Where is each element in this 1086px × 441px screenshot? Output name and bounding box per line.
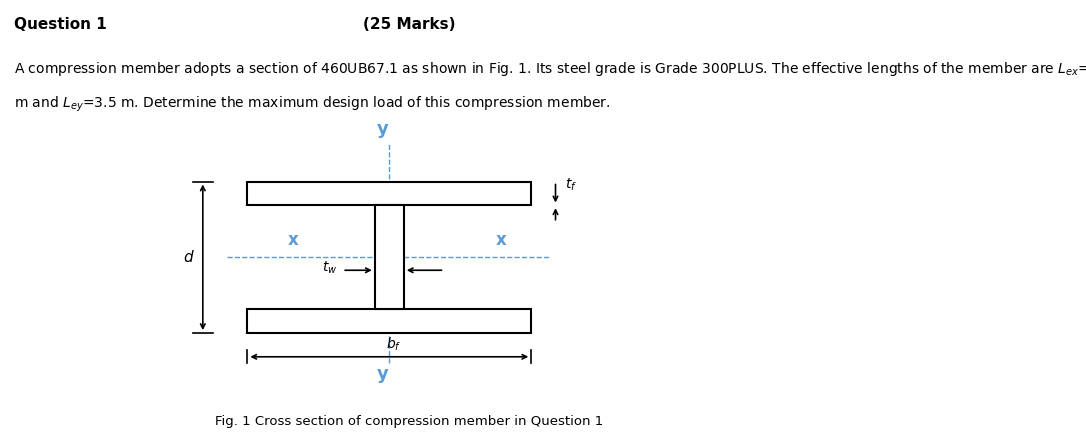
Text: A compression member adopts a section of 460UB67.1 as shown in Fig. 1. Its steel: A compression member adopts a section of… xyxy=(14,60,1086,78)
Text: $b_f$: $b_f$ xyxy=(386,336,401,353)
Text: Fig. 1 Cross section of compression member in Question 1: Fig. 1 Cross section of compression memb… xyxy=(215,415,604,428)
Text: y: y xyxy=(377,366,389,383)
Text: Question 1: Question 1 xyxy=(14,17,106,32)
Text: m and $\mathit{L}_{ey}$=3.5 m. Determine the maximum design load of this compres: m and $\mathit{L}_{ey}$=3.5 m. Determine… xyxy=(14,95,610,114)
Bar xyxy=(248,309,531,333)
Bar xyxy=(248,182,531,206)
Text: x: x xyxy=(496,232,507,250)
Bar xyxy=(375,206,404,309)
Text: y: y xyxy=(377,120,389,138)
Text: $t_w$: $t_w$ xyxy=(321,260,338,277)
Text: $t_f$: $t_f$ xyxy=(565,176,578,193)
Text: d: d xyxy=(184,250,193,265)
Text: x: x xyxy=(288,232,299,250)
Text: (25 Marks): (25 Marks) xyxy=(364,17,456,32)
